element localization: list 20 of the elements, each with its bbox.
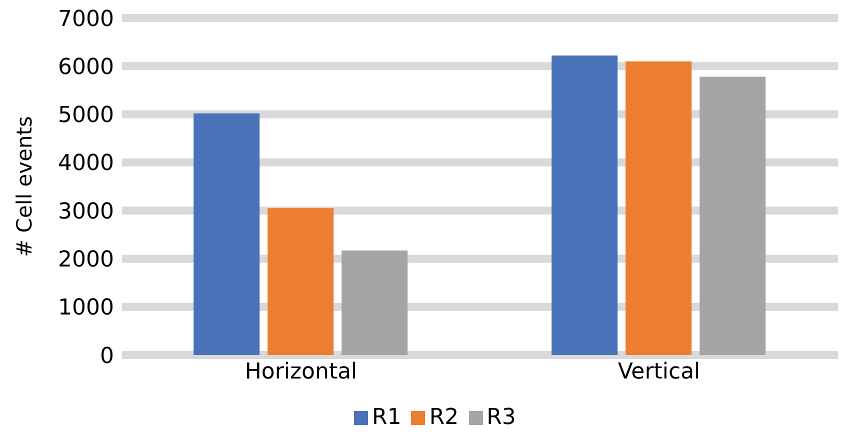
- y-tick-label: 5000: [58, 103, 114, 128]
- bar: [700, 76, 766, 355]
- y-tick-label: 4000: [58, 151, 114, 176]
- bar: [552, 56, 618, 355]
- legend-label: R3: [486, 405, 516, 430]
- x-tick-label: Horizontal: [244, 360, 358, 385]
- y-tick-label: 6000: [58, 54, 114, 80]
- y-tick-label: 1000: [58, 296, 114, 321]
- y-tick-label: 7000: [58, 6, 114, 32]
- y-tick-label: 0: [100, 344, 114, 369]
- bar: [626, 61, 692, 355]
- y-axis-title: # Cell events: [12, 116, 36, 257]
- bar: [342, 250, 408, 355]
- y-tick-label: 2000: [58, 248, 114, 273]
- x-tick-label: Vertical: [618, 360, 700, 385]
- legend-label: R2: [429, 405, 459, 430]
- bar: [268, 208, 334, 355]
- y-tick-label: 3000: [58, 199, 114, 224]
- legend-label: R1: [372, 405, 402, 430]
- bar: [194, 113, 260, 355]
